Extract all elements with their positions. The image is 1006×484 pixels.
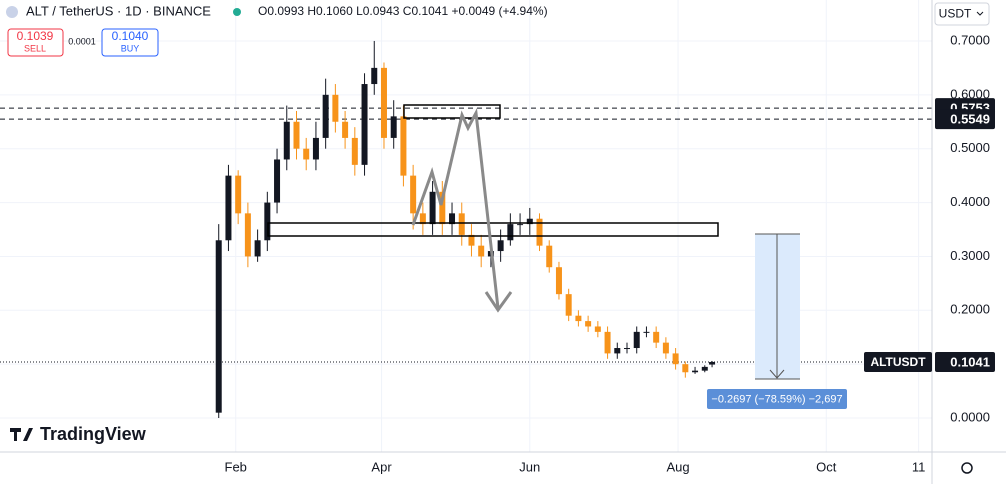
candle-body [709, 361, 716, 365]
candle-body [303, 148, 310, 160]
candle-body [536, 218, 543, 246]
settings-icon[interactable] [961, 462, 973, 474]
symbol-tag [864, 351, 932, 372]
sell-button[interactable] [7, 28, 64, 57]
candle-body [361, 84, 368, 165]
buy-label: BUY [121, 43, 140, 53]
candle-body [497, 240, 504, 252]
candle-body [614, 348, 621, 354]
market-status [233, 8, 241, 16]
candle-body [274, 159, 281, 203]
candle-body [701, 366, 708, 371]
candle-body [517, 224, 524, 226]
candle-body [254, 240, 261, 257]
candle-body [604, 331, 611, 354]
candle-body [449, 213, 456, 225]
candle-body [293, 121, 300, 149]
candle-body [633, 331, 640, 349]
candle-body [662, 342, 669, 354]
y-tick-label: 0.2000 [950, 302, 990, 317]
candle-body [371, 67, 378, 85]
candle-body [235, 175, 242, 214]
candle-body [312, 137, 319, 160]
candle-body [244, 213, 251, 257]
candle-body [400, 116, 407, 176]
candle-body [380, 67, 387, 138]
candle-body [283, 121, 290, 160]
candle-body [322, 94, 329, 138]
symbol: ALT / TetherUS · 1D · BINANCE [26, 3, 211, 18]
measure-label-box [707, 389, 847, 409]
y-tick-label: 0.0000 [950, 409, 990, 424]
symbol-tag-label: ALTUSDT [870, 355, 926, 369]
sell-label: SELL [24, 43, 46, 53]
candle-body [643, 331, 650, 333]
symbol-icon [6, 6, 18, 18]
ohlc: O0.0993 H0.1060 L0.0943 C0.1041 +0.0049 … [258, 4, 548, 18]
candle-body [351, 137, 358, 165]
spread: 0.0001 [68, 36, 96, 46]
candle-body [439, 191, 446, 225]
candle-body [332, 94, 339, 122]
sell-price: 0.1039 [17, 29, 54, 43]
support-zone [267, 222, 719, 237]
candle-body [653, 331, 660, 343]
candle-body [478, 245, 485, 257]
candle-body [429, 191, 436, 225]
candle-body [575, 315, 582, 322]
candle-body [458, 213, 465, 235]
candle-body [215, 240, 222, 413]
level-label: 0.5549 [950, 112, 990, 127]
candle-body [225, 175, 232, 241]
candle-body [624, 348, 631, 350]
candle-body [585, 321, 592, 327]
candles [215, 40, 716, 419]
supply-zone [403, 104, 501, 119]
candle-body [692, 370, 699, 373]
y-tick-label: 0.3000 [950, 248, 990, 263]
candle-body [672, 353, 679, 365]
measure-label: −0.2697 (−78.59%) −2,697 [711, 393, 842, 405]
pattern-line [411, 108, 500, 309]
candle-body [682, 364, 689, 373]
candle-body [565, 294, 572, 316]
currency-button[interactable] [934, 2, 990, 26]
y-tick-label: 0.4000 [950, 194, 990, 209]
pattern-arrow [484, 291, 513, 313]
axes: 0.7000 0.6000 0.5000 0.4000 0.3000 0.2000 0.10… [225, 32, 995, 474]
buy-price: 0.1040 [112, 29, 149, 43]
candle-body [526, 218, 533, 225]
y-tick-label: 0.6000 [950, 86, 990, 101]
brand: TradingView [40, 424, 147, 444]
y-tick-label: 0.5000 [950, 140, 990, 155]
price-tag [935, 351, 995, 372]
candle-body [342, 121, 349, 138]
candle-body [468, 234, 475, 246]
candle-body [264, 202, 271, 241]
candle-body [594, 326, 601, 332]
candle-body [419, 213, 426, 225]
currency: USDT [939, 7, 972, 21]
x-tick-label: Oct [816, 459, 837, 474]
candle-body [390, 116, 397, 138]
currency-caret [976, 11, 984, 16]
level-tag [935, 109, 995, 130]
price-axis-bg [932, 0, 1006, 452]
x-tick-label: Jun [519, 459, 540, 474]
candle-body [546, 245, 553, 268]
x-tick-label: Apr [371, 459, 392, 474]
price-tag-label: 0.1041 [950, 354, 990, 369]
candle-body [555, 267, 562, 295]
y-tick-label: 0.7000 [950, 32, 990, 47]
x-tick-label: Aug [666, 459, 689, 474]
x-tick-label: Feb [225, 459, 247, 474]
x-tick-label: 11 [912, 459, 926, 474]
brand-logo [10, 428, 33, 441]
candle-body [410, 175, 417, 214]
measure-arrow-head [769, 369, 785, 379]
buy-button[interactable] [101, 28, 159, 57]
candle-body [507, 224, 514, 241]
